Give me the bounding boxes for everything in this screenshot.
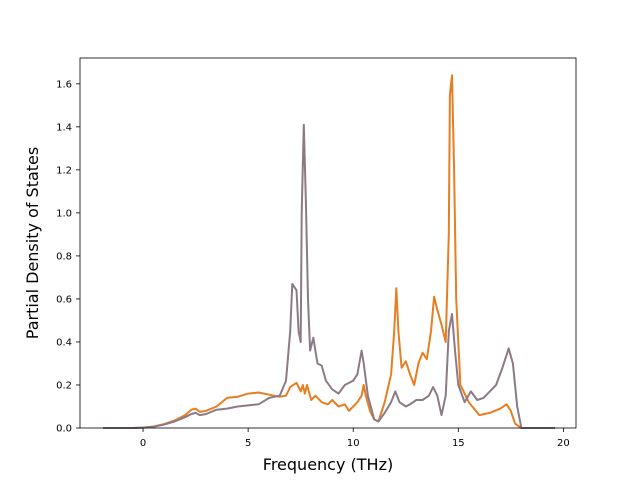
y-tick-label: 0.2	[56, 380, 72, 391]
x-axis-label: Frequency (THz)	[263, 455, 393, 474]
x-tick-label: 15	[452, 438, 465, 449]
y-tick-label: 1.0	[56, 208, 72, 219]
plot-background	[80, 58, 576, 428]
y-axis-label: Partial Density of States	[23, 147, 42, 339]
plot-frame	[79, 57, 577, 429]
y-tick-label: 0.4	[56, 337, 72, 348]
series-layer	[103, 74, 555, 429]
x-tick-label: 10	[347, 438, 360, 449]
y-axis-ticks: 0.0 0.2 0.4 0.6 0.8 1.0 1.2 1.4 1.6	[56, 79, 80, 435]
series-line-2	[103, 123, 555, 429]
plot-area	[79, 57, 577, 429]
y-tick-label: 1.2	[56, 165, 72, 176]
y-tick-label: 1.4	[56, 122, 72, 133]
y-tick-label: 0.6	[56, 294, 72, 305]
x-tick-label: 5	[245, 438, 251, 449]
y-tick-label: 0.8	[56, 251, 72, 262]
x-tick-label: 0	[140, 438, 146, 449]
y-tick-label: 0.0	[56, 424, 72, 435]
series-line-1	[103, 74, 555, 429]
y-tick-label: 1.6	[56, 79, 72, 90]
x-axis-ticks: 0 5 10 15 20	[140, 428, 570, 449]
x-tick-label: 20	[557, 438, 570, 449]
